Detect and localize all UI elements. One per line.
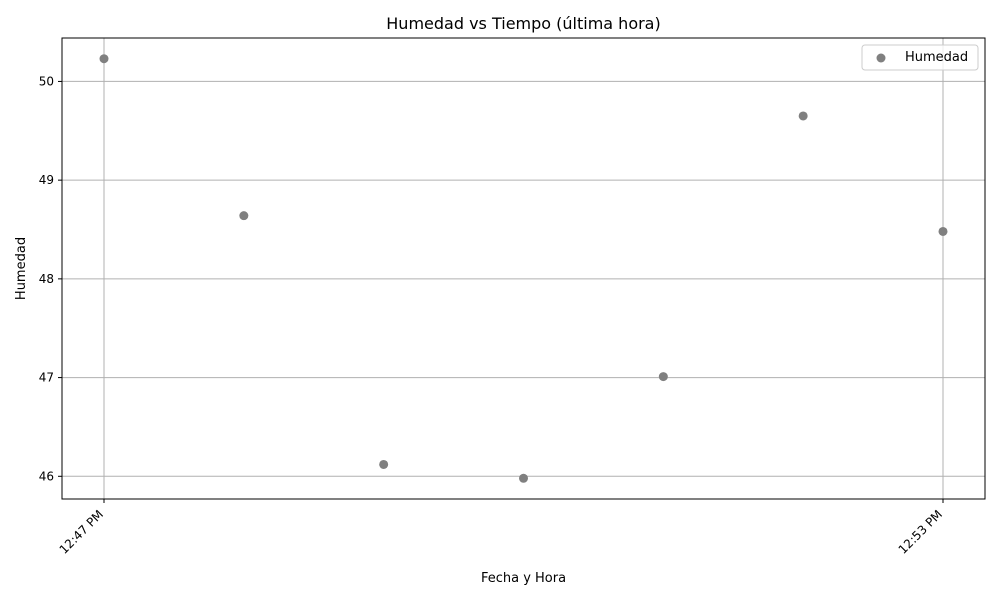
data-points bbox=[99, 54, 948, 483]
x-axis-title: Fecha y Hora bbox=[481, 571, 566, 586]
y-tick-label: 47 bbox=[39, 371, 54, 385]
legend-marker bbox=[876, 53, 886, 63]
data-point bbox=[938, 226, 948, 236]
data-point bbox=[99, 54, 109, 64]
data-point bbox=[239, 211, 249, 221]
grid-lines bbox=[62, 38, 985, 499]
data-point bbox=[658, 372, 668, 382]
data-point bbox=[519, 473, 528, 483]
plot-frame bbox=[61, 37, 986, 500]
data-point bbox=[379, 459, 389, 469]
legend-label: Humedad bbox=[905, 50, 968, 65]
chart-title: Humedad vs Tiempo (última hora) bbox=[386, 14, 660, 33]
y-axis-title: Humedad bbox=[14, 237, 29, 300]
data-point bbox=[798, 111, 808, 121]
legend-box bbox=[861, 44, 979, 71]
y-tick-label: 49 bbox=[39, 173, 54, 187]
y-tick-label: 46 bbox=[39, 469, 54, 483]
y-tick-label: 50 bbox=[39, 74, 54, 88]
legend: Humedad bbox=[861, 44, 979, 71]
y-tick-label: 48 bbox=[39, 272, 54, 286]
